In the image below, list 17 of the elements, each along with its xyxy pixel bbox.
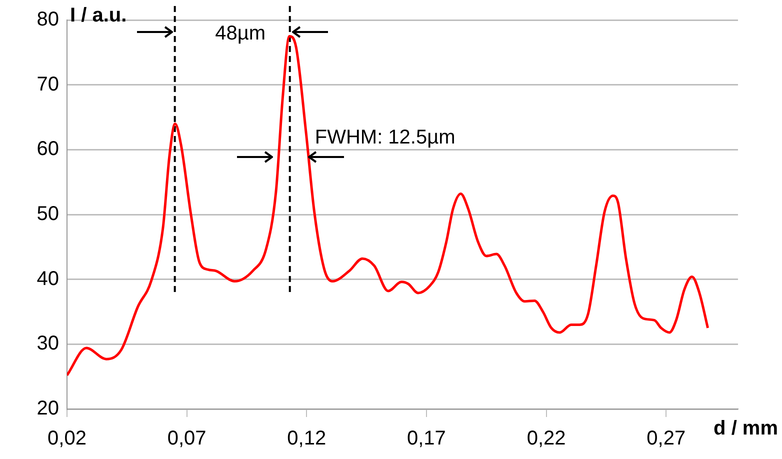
x-tick-label: 0,27 <box>646 428 686 450</box>
y-tick-label: 30 <box>36 332 59 355</box>
annotation: 48µm <box>215 22 266 45</box>
y-axis-title: I / a.u. <box>70 4 127 27</box>
y-tick-label: 40 <box>36 268 59 290</box>
x-tick-label: 0,17 <box>406 428 446 450</box>
x-tick-label: 0,07 <box>167 428 206 450</box>
y-tick-label: 60 <box>36 138 59 160</box>
x-tick-label: 0,02 <box>48 428 86 450</box>
y-tick-label: 20 <box>36 398 59 420</box>
y-tick-label: 50 <box>36 203 59 226</box>
y-tick-label: 70 <box>36 73 59 96</box>
annotation: FWHM: 12.5µm <box>314 126 456 149</box>
x-axis-title: d / mm <box>714 418 778 440</box>
x-tick-label: 0,12 <box>287 428 326 450</box>
y-tick-label: 80 <box>36 8 59 31</box>
x-tick-label: 0,22 <box>526 428 566 450</box>
